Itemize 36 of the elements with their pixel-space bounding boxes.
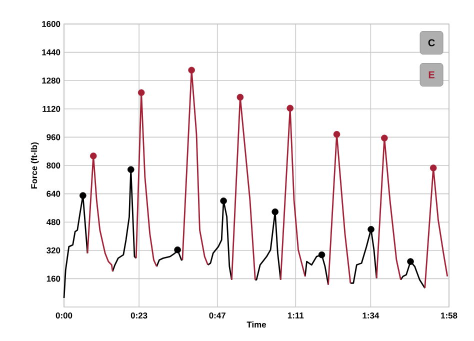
x-axis-title: Time [246, 321, 266, 328]
y-tick-label: 480 [46, 219, 60, 226]
y-tick-label: 1120 [42, 106, 60, 112]
point [333, 130, 340, 138]
x-tick-label: 1:11 [288, 312, 304, 318]
x-tick-label: 1:58 [441, 312, 458, 319]
y-tick-label: 960 [46, 134, 60, 140]
point [138, 89, 145, 96]
point [128, 166, 134, 173]
point [430, 164, 437, 172]
point [188, 66, 195, 74]
point [407, 258, 414, 265]
y-tick-label: 1280 [42, 78, 60, 84]
y-tick-label: 160 [46, 276, 60, 282]
y-tick-label: 800 [46, 162, 60, 168]
text: C [428, 39, 435, 46]
point [220, 197, 227, 204]
point [381, 134, 388, 142]
point [286, 104, 294, 112]
y-tick-label: 1600 [42, 21, 60, 27]
y-tick-label: 640 [46, 190, 60, 197]
x-tick-label: 0:47 [209, 312, 226, 319]
point [272, 208, 278, 216]
point [236, 94, 244, 101]
y-axis-title: Force (ft-lb) [30, 142, 39, 188]
point [80, 192, 86, 199]
x-tick-label: 0:23 [130, 312, 148, 319]
point [174, 246, 181, 254]
y-tick-label: 1440 [42, 49, 60, 56]
text: E [428, 71, 434, 78]
point [368, 226, 374, 233]
x-tick-label: 1:34 [362, 312, 380, 319]
point [90, 152, 97, 160]
y-tick-label: 320 [46, 247, 60, 254]
x-tick-label: 0:00 [56, 312, 72, 319]
point [318, 251, 326, 258]
